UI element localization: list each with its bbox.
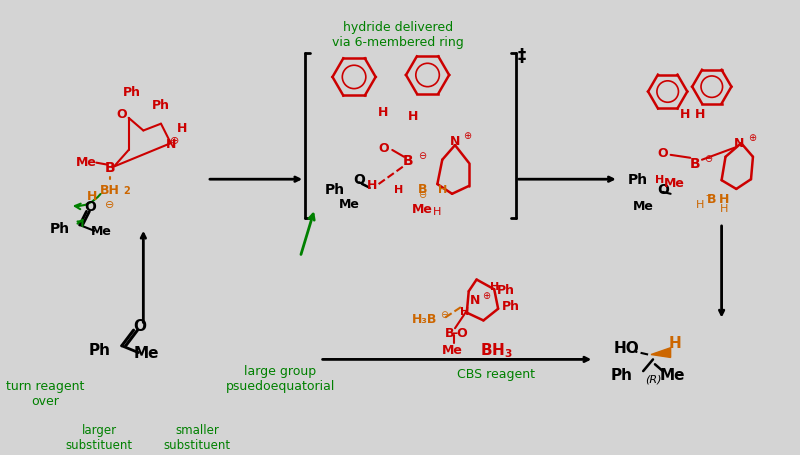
Text: N: N [166, 137, 176, 150]
Text: turn reagent
over: turn reagent over [6, 379, 85, 407]
Text: N: N [734, 136, 745, 149]
Text: H: H [719, 193, 730, 206]
Text: O: O [657, 182, 669, 197]
Text: H: H [87, 190, 98, 203]
Text: Ph: Ph [610, 367, 633, 382]
Text: Me: Me [664, 176, 685, 189]
Text: O: O [85, 200, 96, 214]
Text: B: B [707, 193, 717, 206]
Text: B: B [690, 157, 701, 170]
Text: ⊖: ⊖ [418, 189, 426, 199]
Text: Ph: Ph [50, 222, 70, 235]
Text: ⊖: ⊖ [440, 309, 448, 319]
Text: Ph: Ph [88, 343, 110, 357]
Text: Ph: Ph [122, 86, 141, 99]
Text: H: H [433, 207, 442, 217]
Text: ⊕: ⊕ [462, 131, 471, 141]
Text: larger
substituent: larger substituent [66, 423, 133, 451]
Text: Me: Me [90, 225, 112, 238]
Text: H: H [408, 110, 418, 123]
Text: H: H [696, 199, 704, 209]
Text: B: B [105, 160, 115, 174]
Text: B: B [446, 326, 455, 339]
Text: ⊕: ⊕ [170, 136, 179, 146]
Text: Me: Me [76, 156, 97, 169]
Text: Me: Me [134, 345, 159, 360]
Text: B: B [418, 183, 427, 196]
Text: ⊖: ⊖ [106, 199, 114, 209]
Polygon shape [651, 348, 670, 358]
Text: H: H [460, 306, 470, 316]
Text: Me: Me [412, 202, 433, 216]
Text: smaller
substituent: smaller substituent [164, 423, 231, 451]
Text: H: H [366, 178, 377, 191]
Text: ‡: ‡ [518, 47, 526, 66]
Text: Ph: Ph [497, 283, 515, 296]
Text: Me: Me [633, 200, 654, 212]
Text: O: O [658, 147, 668, 160]
Text: H₃B: H₃B [412, 312, 438, 325]
Text: ⊕: ⊕ [482, 290, 490, 300]
Text: Ph: Ph [502, 300, 520, 313]
Text: $\mathbf{BH_3}$: $\mathbf{BH_3}$ [480, 340, 513, 359]
Text: O: O [353, 173, 365, 187]
Text: large group
psuedoequatorial: large group psuedoequatorial [226, 364, 335, 392]
Text: B: B [402, 153, 414, 167]
Text: Ph: Ph [628, 173, 648, 187]
Text: ⊖: ⊖ [704, 153, 712, 163]
Text: Ph: Ph [152, 98, 170, 111]
Text: H: H [720, 204, 729, 214]
Text: Me: Me [660, 367, 686, 382]
Text: H: H [680, 108, 690, 121]
Text: CBS reagent: CBS reagent [457, 367, 535, 380]
Text: O: O [117, 108, 127, 121]
Text: 2: 2 [122, 186, 130, 196]
Text: O: O [133, 318, 146, 333]
Text: H: H [394, 185, 402, 195]
Text: Me: Me [338, 197, 360, 211]
Text: ⊖: ⊖ [418, 151, 426, 161]
Text: BH: BH [100, 184, 120, 197]
Text: hydride delivered
via 6-membered ring: hydride delivered via 6-membered ring [332, 21, 464, 49]
Text: HO: HO [614, 340, 639, 355]
Text: N: N [470, 293, 480, 306]
Text: Me: Me [442, 344, 462, 356]
Text: –: – [705, 189, 710, 199]
Text: Ph: Ph [325, 182, 345, 197]
Text: H: H [438, 185, 447, 195]
Text: H: H [378, 105, 389, 118]
Text: H: H [695, 108, 706, 121]
Text: –O: –O [451, 326, 468, 339]
Text: ⊕: ⊕ [748, 133, 756, 143]
Text: H: H [655, 175, 665, 185]
Text: (R): (R) [645, 374, 662, 384]
Text: H: H [178, 122, 188, 135]
Text: H: H [668, 336, 681, 350]
Text: N: N [450, 134, 460, 147]
Text: O: O [378, 141, 389, 154]
Text: H: H [490, 282, 499, 292]
